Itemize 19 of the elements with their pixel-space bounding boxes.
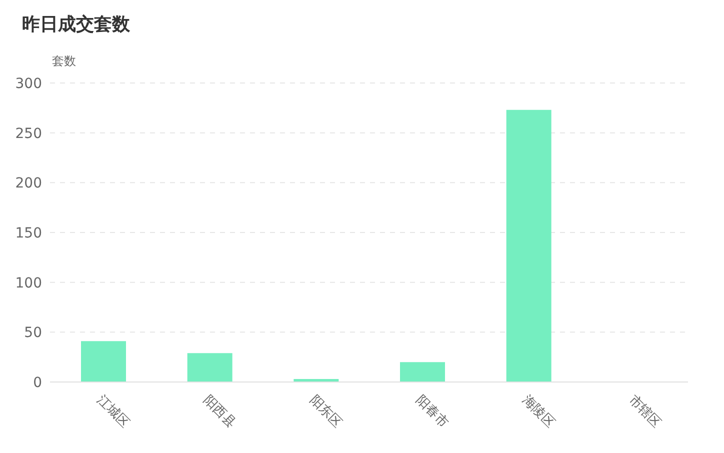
x-tick-label: 阳西县 <box>200 392 238 431</box>
y-tick-label: 0 <box>33 374 42 391</box>
x-tick-label: 江城区 <box>94 392 132 431</box>
x-tick-label: 阳春市 <box>412 392 452 431</box>
y-axis-title: 套数 <box>52 53 76 70</box>
y-tick-label: 50 <box>24 325 42 342</box>
y-tick-label: 200 <box>15 176 42 192</box>
y-tick-label: 250 <box>15 126 42 142</box>
y-tick-label: 300 <box>15 76 42 92</box>
chart-title: 昨日成交套数 <box>22 13 130 36</box>
y-tick-label: 150 <box>15 225 42 242</box>
x-tick-label: 市辖区 <box>625 392 664 431</box>
x-tick-label: 海陵区 <box>519 392 558 431</box>
bar <box>400 362 445 382</box>
x-tick-label: 阳东区 <box>306 392 345 431</box>
bar <box>187 353 232 382</box>
bar <box>81 341 126 382</box>
bar <box>506 110 552 382</box>
y-tick-label: 100 <box>15 275 42 292</box>
